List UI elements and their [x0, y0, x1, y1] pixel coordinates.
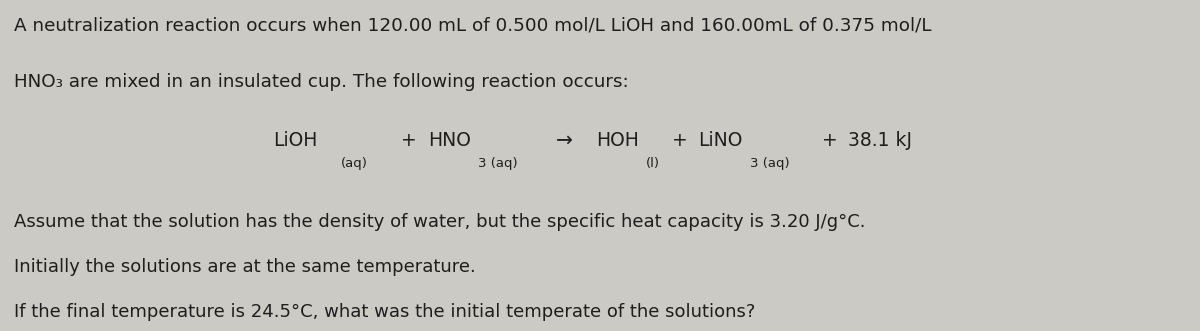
Text: If the final temperature is 24.5°C, what was the initial temperate of the soluti: If the final temperature is 24.5°C, what… — [14, 303, 756, 321]
Text: (aq): (aq) — [341, 157, 367, 170]
Text: +: + — [401, 131, 416, 150]
Text: HOH: HOH — [596, 131, 640, 150]
Text: +: + — [822, 131, 838, 150]
Text: HNO: HNO — [428, 131, 472, 150]
Text: (l): (l) — [646, 157, 660, 170]
Text: A neutralization reaction occurs when 120.00 mL of 0.500 mol/L LiOH and 160.00mL: A neutralization reaction occurs when 12… — [14, 17, 932, 34]
Text: HNO₃ are mixed in an insulated cup. The following reaction occurs:: HNO₃ are mixed in an insulated cup. The … — [14, 73, 629, 91]
Text: LiOH: LiOH — [274, 131, 318, 150]
Text: LiNO: LiNO — [698, 131, 743, 150]
Text: 38.1 kJ: 38.1 kJ — [848, 131, 912, 150]
Text: Assume that the solution has the density of water, but the specific heat capacit: Assume that the solution has the density… — [14, 213, 866, 231]
Text: 3 (aq): 3 (aq) — [478, 157, 517, 170]
Text: Initially the solutions are at the same temperature.: Initially the solutions are at the same … — [14, 258, 476, 276]
Text: 3 (aq): 3 (aq) — [750, 157, 790, 170]
Text: →: → — [556, 131, 572, 150]
Text: +: + — [672, 131, 688, 150]
